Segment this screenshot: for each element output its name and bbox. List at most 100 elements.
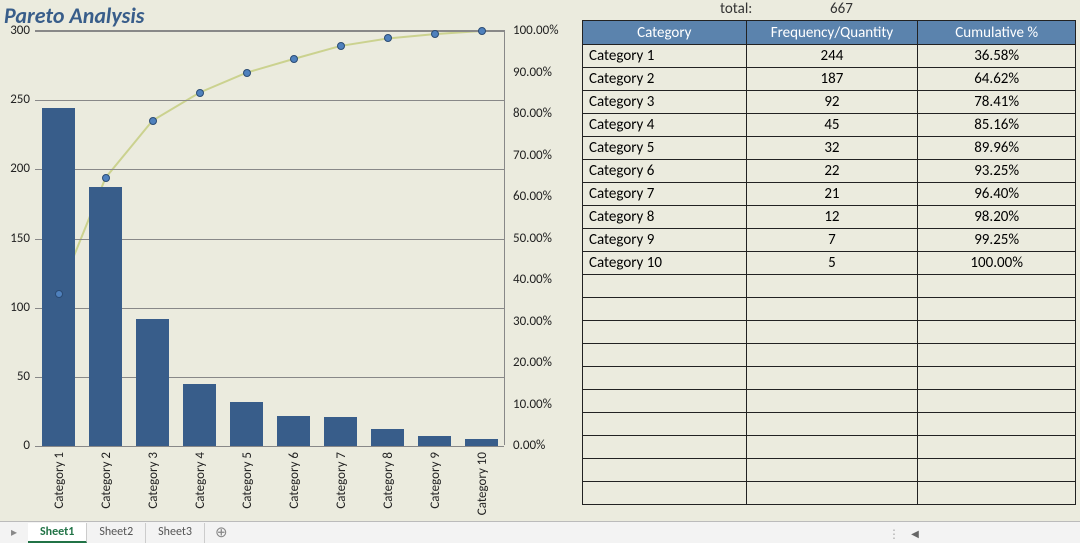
table-row[interactable] (583, 482, 1076, 505)
table-header-cell[interactable]: Category (583, 21, 747, 45)
table-cell[interactable] (583, 321, 747, 344)
table-cell[interactable]: Category 9 (583, 229, 747, 252)
y-right-tick-label: 80.00% (513, 106, 575, 121)
y-right-tick-label: 50.00% (513, 231, 575, 246)
table-row[interactable]: Category 53289.96% (583, 137, 1076, 160)
table-row[interactable]: Category 39278.41% (583, 91, 1076, 114)
table-cell[interactable] (918, 298, 1076, 321)
table-cell[interactable]: 22 (746, 160, 918, 183)
table-cell[interactable] (918, 344, 1076, 367)
table-cell[interactable]: 45 (746, 114, 918, 137)
table-cell[interactable]: 99.25% (918, 229, 1076, 252)
table-cell[interactable]: 244 (746, 45, 918, 68)
table-cell[interactable]: 85.16% (918, 114, 1076, 137)
add-sheet-button[interactable]: ⊕ (205, 523, 238, 542)
table-cell[interactable] (583, 344, 747, 367)
table-row[interactable]: Category 218764.62% (583, 68, 1076, 91)
table-cell[interactable] (918, 275, 1076, 298)
table-cell[interactable] (583, 390, 747, 413)
table-cell[interactable] (583, 367, 747, 390)
table-cell[interactable] (918, 390, 1076, 413)
table-cell[interactable]: Category 4 (583, 114, 747, 137)
table-cell[interactable]: Category 1 (583, 45, 747, 68)
table-row[interactable] (583, 390, 1076, 413)
table-cell[interactable]: 21 (746, 183, 918, 206)
table-cell[interactable] (746, 482, 918, 505)
table-row[interactable]: Category 105100.00% (583, 252, 1076, 275)
table-cell[interactable]: 100.00% (918, 252, 1076, 275)
table-cell[interactable] (746, 390, 918, 413)
table-cell[interactable]: Category 5 (583, 137, 747, 160)
table-cell[interactable]: 78.41% (918, 91, 1076, 114)
table-cell[interactable]: 187 (746, 68, 918, 91)
table-cell[interactable] (918, 367, 1076, 390)
table-cell[interactable] (583, 298, 747, 321)
table-row[interactable]: Category 9799.25% (583, 229, 1076, 252)
table-cell[interactable] (918, 459, 1076, 482)
table-cell[interactable]: 32 (746, 137, 918, 160)
table-cell[interactable]: 89.96% (918, 137, 1076, 160)
table-row[interactable] (583, 367, 1076, 390)
table-cell[interactable] (746, 344, 918, 367)
table-cell[interactable] (746, 436, 918, 459)
table-header-cell[interactable]: Cumulative % (918, 21, 1076, 45)
table-cell[interactable]: 64.62% (918, 68, 1076, 91)
table-cell[interactable] (746, 321, 918, 344)
sheet-tab[interactable]: Sheet2 (87, 523, 146, 543)
table-row[interactable] (583, 413, 1076, 436)
table-row[interactable]: Category 62293.25% (583, 160, 1076, 183)
table-cell[interactable]: Category 10 (583, 252, 747, 275)
table-cell[interactable]: Category 2 (583, 68, 747, 91)
line-marker (196, 89, 204, 97)
table-cell[interactable]: 36.58% (918, 45, 1076, 68)
table-header-cell[interactable]: Frequency/Quantity (746, 21, 918, 45)
x-tick-label: Category 9 (428, 452, 443, 509)
horizontal-scroll[interactable]: ⋮ ◀ (880, 527, 1080, 541)
y-left-tick-label: 50 (0, 369, 30, 384)
table-cell[interactable] (746, 459, 918, 482)
table-row[interactable]: Category 81298.20% (583, 206, 1076, 229)
table-cell[interactable] (583, 482, 747, 505)
x-tick-label: Category 4 (193, 452, 208, 509)
table-row[interactable] (583, 459, 1076, 482)
table-row[interactable] (583, 321, 1076, 344)
table-cell[interactable]: 12 (746, 206, 918, 229)
table-cell[interactable] (746, 367, 918, 390)
tab-nav-prev[interactable]: ▸ (0, 525, 28, 540)
table-row[interactable]: Category 72196.40% (583, 183, 1076, 206)
table-cell[interactable]: 5 (746, 252, 918, 275)
table-row[interactable] (583, 298, 1076, 321)
table-cell[interactable] (583, 459, 747, 482)
table-row[interactable] (583, 344, 1076, 367)
table-cell[interactable] (583, 275, 747, 298)
table-cell[interactable] (918, 482, 1076, 505)
table-row[interactable]: Category 44585.16% (583, 114, 1076, 137)
table-cell[interactable] (918, 413, 1076, 436)
table-cell[interactable]: 92 (746, 91, 918, 114)
table-cell[interactable]: Category 8 (583, 206, 747, 229)
table-cell[interactable] (746, 275, 918, 298)
table-row[interactable] (583, 275, 1076, 298)
table-cell[interactable]: Category 3 (583, 91, 747, 114)
table-cell[interactable] (746, 413, 918, 436)
table-cell[interactable] (746, 298, 918, 321)
sheet-tab[interactable]: Sheet3 (146, 523, 205, 543)
table-cell[interactable] (583, 436, 747, 459)
sheet-tab[interactable]: Sheet1 (28, 523, 87, 543)
table-cell[interactable]: 7 (746, 229, 918, 252)
table-cell[interactable]: 96.40% (918, 183, 1076, 206)
scroll-left-icon[interactable]: ◀ (908, 527, 922, 541)
table-cell[interactable] (583, 413, 747, 436)
data-table: CategoryFrequency/QuantityCumulative %Ca… (582, 20, 1076, 505)
table-cell[interactable]: 98.20% (918, 206, 1076, 229)
table-cell[interactable] (918, 436, 1076, 459)
table-row[interactable]: Category 124436.58% (583, 45, 1076, 68)
line-marker (149, 117, 157, 125)
table-cell[interactable]: 93.25% (918, 160, 1076, 183)
table-row[interactable] (583, 436, 1076, 459)
table-cell[interactable]: Category 7 (583, 183, 747, 206)
line-marker (243, 69, 251, 77)
table-cell[interactable]: Category 6 (583, 160, 747, 183)
table-cell[interactable] (918, 321, 1076, 344)
gridline (35, 446, 504, 447)
